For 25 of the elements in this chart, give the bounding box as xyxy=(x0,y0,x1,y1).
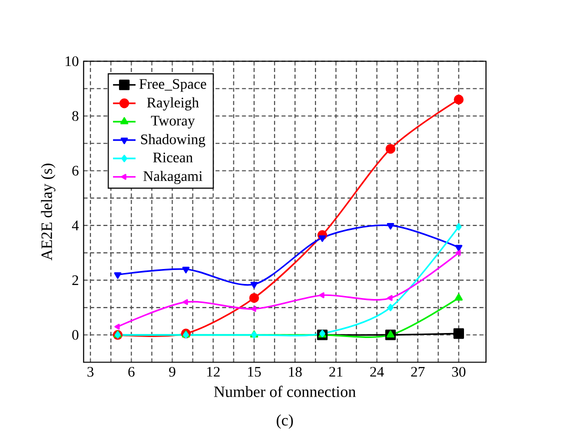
x-tick-label: 30 xyxy=(452,367,466,377)
x-tick-label: 21 xyxy=(329,367,342,377)
x-tick-label: 9 xyxy=(169,367,176,377)
legend-label: Rayleigh xyxy=(147,97,199,111)
y-tick-label: 6 xyxy=(72,166,79,176)
y-tick-label: 4 xyxy=(72,220,79,230)
y-tick-label: 0 xyxy=(72,330,78,340)
x-tick-label: 3 xyxy=(88,367,94,377)
x-tick-label: 24 xyxy=(370,367,384,377)
x-tick-label: 12 xyxy=(207,367,220,377)
legend-label: Free_Space xyxy=(139,79,206,92)
legend-label: Tworay xyxy=(151,116,195,129)
legend-label: Shadowing xyxy=(141,134,206,148)
x-tick-label: 15 xyxy=(248,366,261,377)
x-tick-label: 18 xyxy=(289,367,302,377)
x-tick-label: 27 xyxy=(411,367,425,377)
legend-label: Ricean xyxy=(153,152,193,162)
y-axis-title: AE2E delay (s) xyxy=(40,164,56,260)
text: (c) xyxy=(276,414,293,429)
x-tick-label: 6 xyxy=(128,367,135,377)
legend-label: Nakagami xyxy=(143,170,202,184)
y-tick-label: 10 xyxy=(66,56,78,66)
x-axis-title: Number of connection xyxy=(214,386,356,398)
y-tick-label: 2 xyxy=(72,275,78,286)
y-tick-label: 8 xyxy=(72,111,78,121)
